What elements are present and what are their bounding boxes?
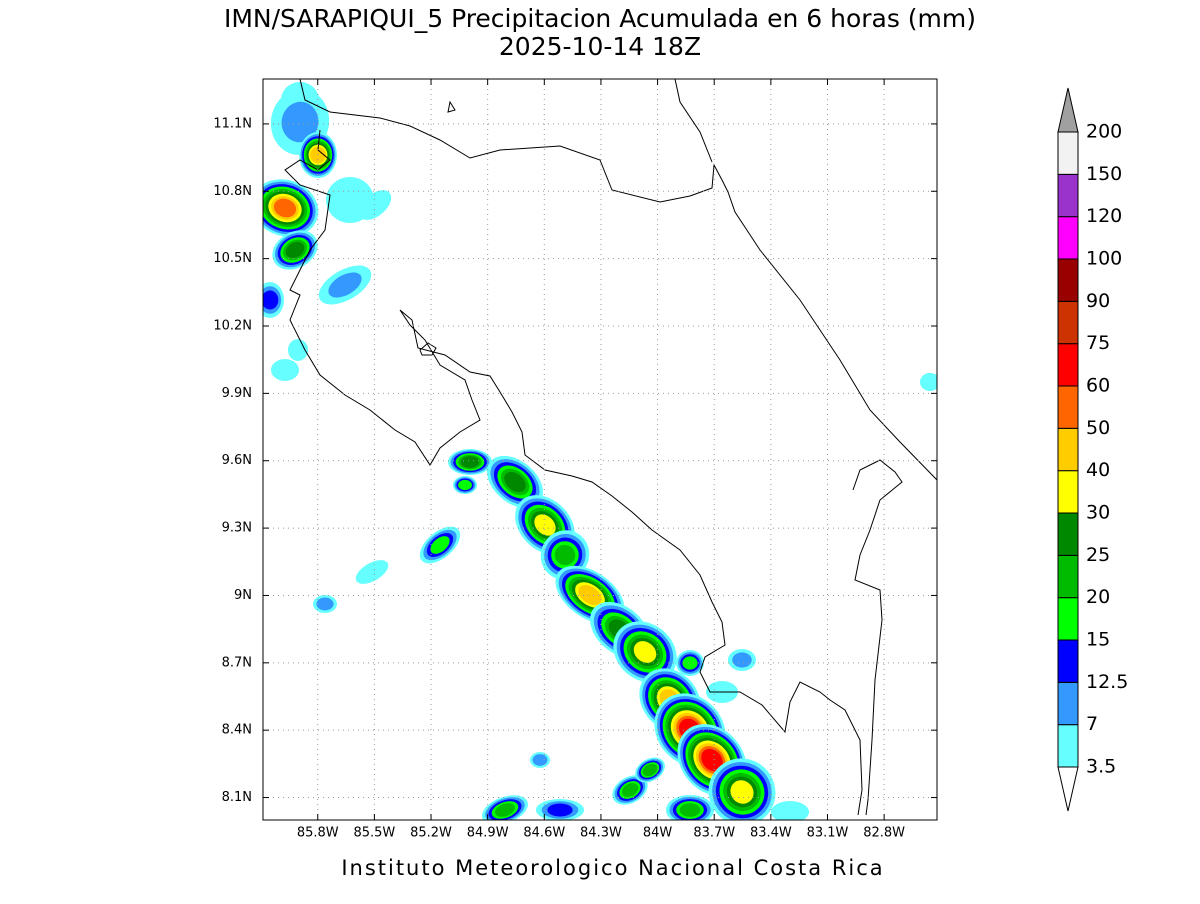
colorbar-label: 100	[1086, 248, 1122, 270]
colorbar-box	[1057, 300, 1079, 345]
colorbar-box	[1057, 554, 1079, 599]
colorbar-label: 40	[1086, 459, 1110, 481]
subtitle: 2025-10-14 18Z	[499, 32, 701, 61]
precip-contour	[679, 803, 701, 817]
precip-contour	[682, 656, 698, 670]
colorbar-box	[1057, 512, 1079, 556]
precip-contour	[578, 585, 602, 605]
precip-contour	[701, 748, 723, 772]
precip-contour	[621, 783, 639, 797]
colorbar-box	[1057, 131, 1079, 175]
y-tick-label: 8.1N	[222, 790, 252, 805]
x-tick-label: 85.2W	[410, 826, 452, 841]
x-tick-label: 84W	[643, 826, 673, 841]
precip-contour	[504, 471, 526, 493]
colorbar-over	[1057, 87, 1079, 133]
precip-contour	[316, 597, 334, 611]
colorbar-label: 30	[1086, 502, 1110, 524]
y-tick-label: 11.1N	[213, 116, 252, 131]
precip-contour	[285, 241, 305, 259]
colorbar-box	[1057, 385, 1079, 429]
colorbar-label: 120	[1086, 205, 1122, 227]
y-tick-label: 8.4N	[222, 723, 252, 738]
precip-contour	[263, 290, 279, 310]
y-tick-label: 9.9N	[222, 386, 252, 401]
y-tick-label: 10.5N	[213, 251, 252, 266]
precip-contour	[494, 803, 516, 817]
x-tick-label: 84.6W	[523, 826, 565, 841]
precip-contour	[358, 190, 392, 220]
colorbar-box	[1057, 173, 1079, 218]
precip-contour	[430, 536, 450, 554]
colorbar-label: 150	[1086, 163, 1122, 185]
colorbar-box	[1057, 258, 1079, 302]
precip-contour	[554, 544, 576, 566]
footer: Instituto Meteorologico Nacional Costa R…	[341, 856, 884, 880]
grid: 85.8W 85.5W 85.2W 84.9W 84.6W 84.3W 84W 83.7W 83…	[213, 79, 937, 841]
colorbar-label: 15	[1086, 629, 1110, 651]
colorbar-label: 200	[1086, 121, 1122, 143]
x-tick-label: 82.8W	[863, 826, 905, 841]
colorbar-label: 20	[1086, 586, 1110, 608]
colorbar-label: 50	[1086, 417, 1110, 439]
precip-contour	[288, 339, 308, 361]
precip-contour	[532, 754, 548, 766]
y-tick-label: 9.3N	[222, 521, 252, 536]
colorbar-label: 3.5	[1086, 756, 1116, 778]
colorbar: 3.5 7 12.5 15 20 25 30 40 50 60 75 90 100 120 150 200	[1057, 87, 1128, 812]
coastline	[284, 79, 937, 816]
precip-contour	[328, 272, 362, 298]
colorbar-label: 7	[1086, 713, 1098, 735]
colorbar-box	[1057, 597, 1079, 641]
precip-contour	[458, 479, 472, 491]
precip-contour	[281, 101, 319, 143]
plot-frame	[262, 78, 938, 821]
colorbar-box	[1057, 216, 1079, 260]
title: IMN/SARAPIQUI_5 Precipitacion Acumulada …	[224, 4, 976, 33]
colorbar-under	[1057, 766, 1079, 812]
y-tick-label: 8.7N	[222, 655, 252, 670]
x-tick-label: 84.9W	[467, 826, 509, 841]
x-tick-label: 83.1W	[807, 826, 849, 841]
precip-contour	[920, 373, 937, 391]
colorbar-box	[1057, 427, 1079, 472]
colorbar-label: 90	[1086, 290, 1110, 312]
y-tick-label: 9.6N	[222, 453, 252, 468]
x-tick-label: 84.3W	[580, 826, 622, 841]
x-tick-label: 83.4W	[750, 826, 792, 841]
colorbar-label: 12.5	[1086, 671, 1128, 693]
precip-contour	[732, 652, 752, 668]
precipitation-field	[263, 82, 937, 820]
colorbar-label: 60	[1086, 375, 1110, 397]
precip-contour	[355, 560, 389, 584]
x-tick-label: 85.8W	[297, 826, 339, 841]
colorbar-label: 25	[1086, 544, 1110, 566]
x-tick-label: 83.7W	[693, 826, 735, 841]
precip-contour	[633, 641, 657, 663]
colorbar-box	[1057, 343, 1079, 387]
precip-contour	[547, 803, 573, 817]
colorbar-label: 75	[1086, 332, 1110, 354]
y-tick-label: 10.2N	[213, 319, 252, 334]
colorbar-box	[1057, 724, 1079, 768]
y-tick-label: 9N	[234, 588, 252, 603]
precip-contour	[642, 763, 658, 777]
precip-contour	[730, 780, 754, 804]
precip-contour	[771, 801, 809, 820]
colorbar-box	[1057, 639, 1079, 683]
precip-contour	[460, 456, 480, 468]
y-tick-label: 10.8N	[213, 184, 252, 199]
precip-contour	[273, 198, 297, 218]
precip-contour	[271, 359, 299, 381]
precip-contour	[534, 514, 556, 536]
colorbar-box	[1057, 681, 1079, 726]
colorbar-box	[1057, 470, 1079, 514]
x-tick-label: 85.5W	[353, 826, 395, 841]
